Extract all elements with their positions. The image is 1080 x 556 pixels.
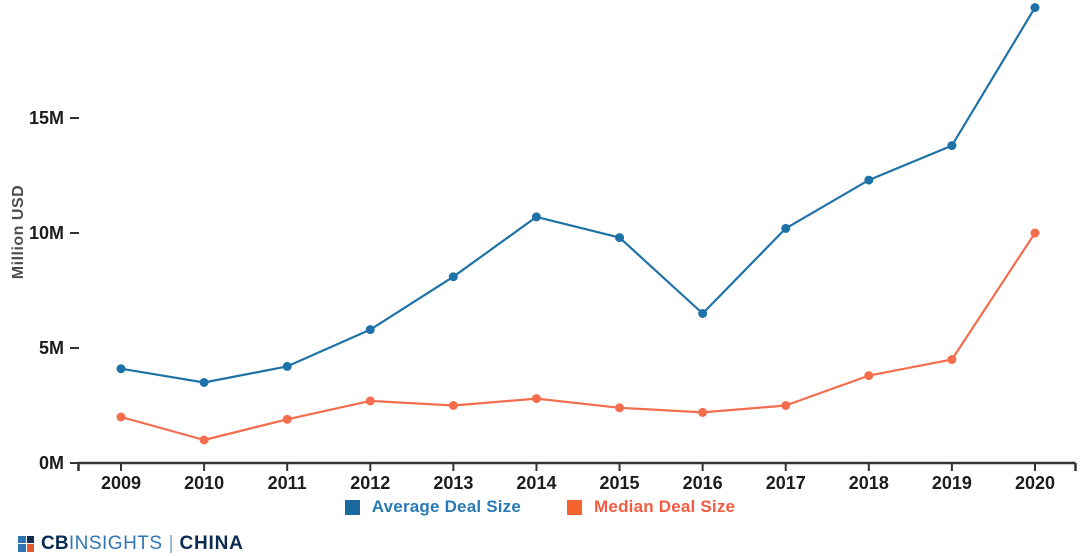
legend-swatch-average [344,499,360,515]
x-tick-label: 2018 [849,473,889,493]
line-chart: 0M 5M 10M 15M 2009 2010 2011 2012 2013 2014 2015 20… [29,3,1077,493]
data-point-average [531,212,541,222]
logo-quadrant-top-right [26,535,34,543]
data-point-median [1030,228,1040,238]
data-point-average [864,175,874,185]
y-tick-label: 15M [29,108,64,128]
legend-label-median: Median Deal Size [594,497,736,516]
x-tick-label: 2011 [268,473,307,493]
data-point-median [448,401,458,410]
data-point-average [199,378,209,387]
x-tick-label: 2015 [600,473,640,493]
data-point-average [947,141,957,151]
x-tick-label: 2012 [350,473,390,493]
x-tick-label: 2009 [101,473,141,493]
data-point-average [1030,3,1040,13]
brand-separator: | [168,533,174,554]
data-point-average [116,364,126,374]
legend-item-average: Average Deal Size [344,497,522,517]
logo-quadrant-bottom-left [18,544,26,552]
legend-label-average: Average Deal Size [371,497,522,516]
y-tick-label: 0M [39,453,64,473]
logo-quadrant-bottom-right [26,544,34,552]
data-point-median [615,403,625,413]
y-tick-label: 5M [39,338,64,358]
brand-footer: CB INSIGHTS | CHINA [18,534,244,553]
data-point-median [698,407,708,417]
data-point-median [781,401,791,410]
data-point-median [199,435,209,445]
brand-region: CHINA [179,533,244,554]
data-point-median [365,396,375,406]
y-tick-label: 10M [29,223,64,243]
logo-quadrant-top-left [18,535,26,543]
legend-item-median: Median Deal Size [567,497,735,517]
x-tick-label: 2010 [184,473,224,493]
brand-cb: CB [41,533,69,554]
x-tick-label: 2020 [1015,473,1055,493]
series-line-median [119,231,1037,442]
x-tick-label: 2017 [766,473,806,493]
data-point-average [781,223,791,233]
series-line-average [119,6,1037,384]
x-tick-label: 2014 [516,473,556,493]
data-point-average [698,309,708,318]
legend-swatch-median [567,499,583,515]
data-point-median [947,355,957,364]
data-point-average [282,361,292,371]
data-point-average [448,272,458,282]
brand-insights: INSIGHTS [68,533,163,554]
data-point-median [116,412,126,422]
data-point-average [365,325,375,335]
data-point-average [615,233,625,243]
legend: Average Deal Size Median Deal Size [0,497,1080,517]
data-point-median [531,394,541,404]
cbinsights-logo-icon [18,535,34,552]
x-tick-label: 2013 [433,473,473,493]
x-tick-label: 2019 [932,473,972,493]
data-point-median [282,414,292,424]
data-point-median [864,371,874,381]
x-tick-label: 2016 [683,473,723,493]
